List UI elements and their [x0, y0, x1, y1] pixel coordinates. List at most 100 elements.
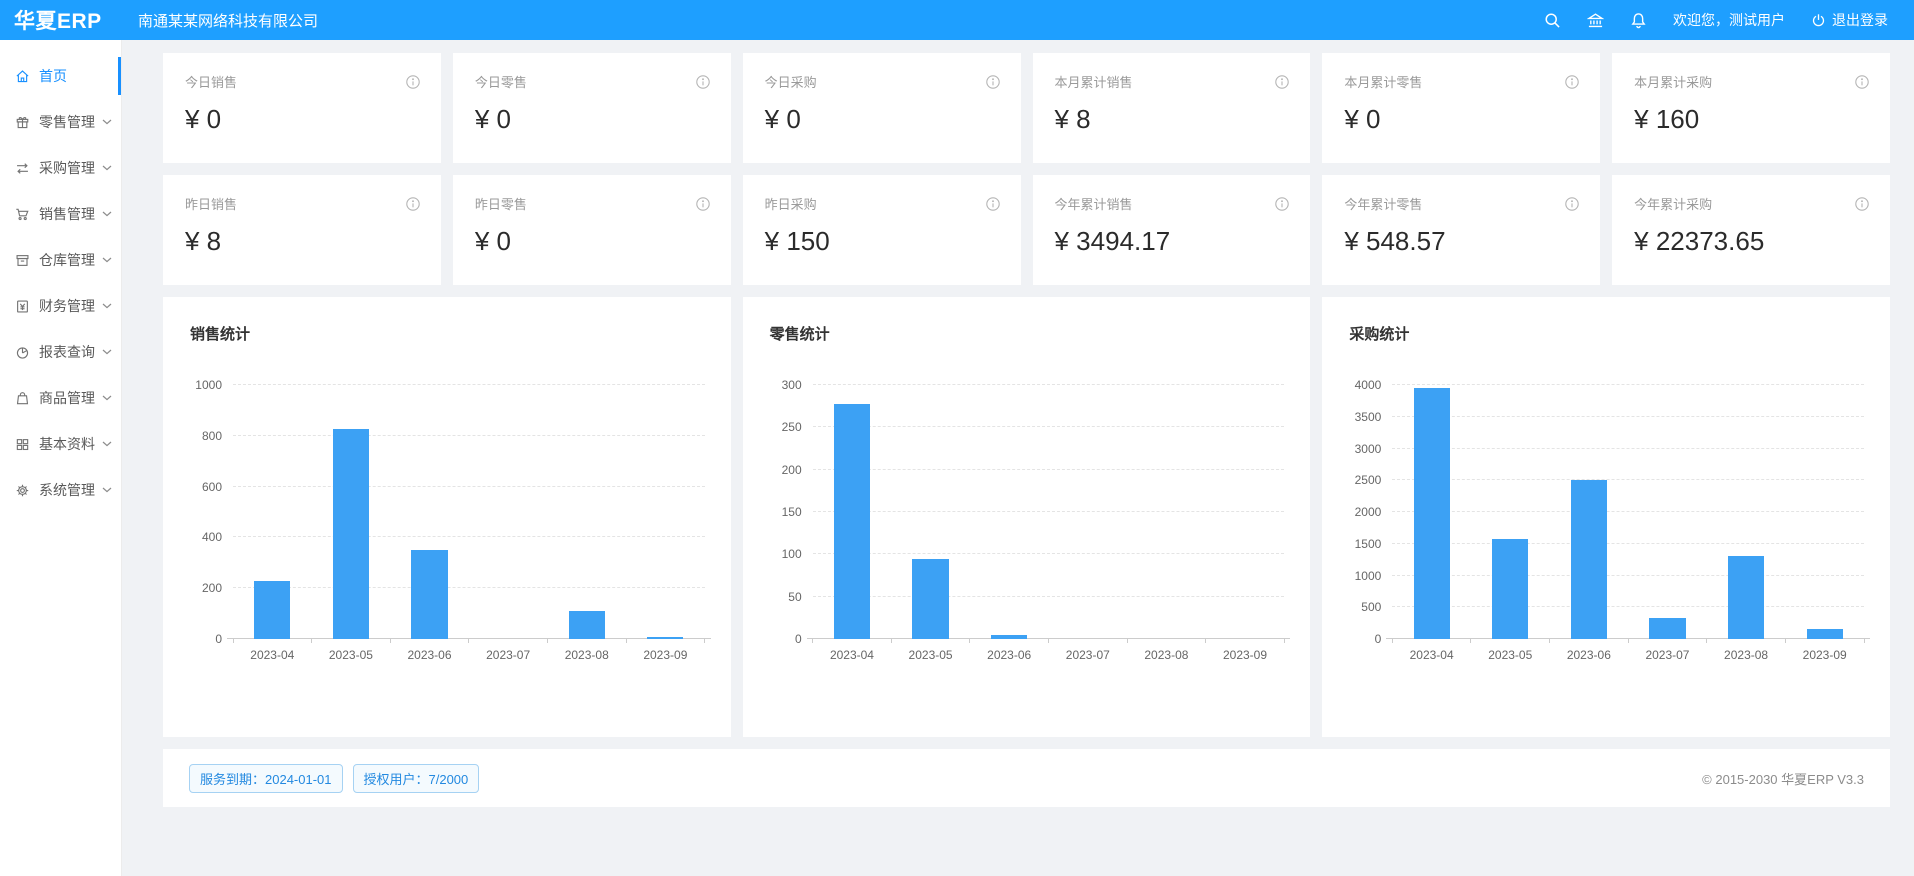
axis-tick-mark: [1706, 639, 1708, 643]
stat-card-label: 今日采购: [764, 75, 817, 90]
axis-tick-mark: [890, 639, 892, 643]
y-axis-tick-label: 4000: [1354, 378, 1382, 392]
chart-plot[interactable]: 0 200 400 600 800 1000 2023-04 2023-05 2023-06 20…: [195, 379, 711, 662]
bar-slot: 2023-08: [1127, 385, 1206, 662]
sidebar-item-report[interactable]: 报表查询: [0, 329, 121, 375]
bank-icon[interactable]: [1587, 12, 1604, 29]
stat-card-value: ¥ 22373.65: [1634, 226, 1765, 256]
stat-card-header: 今年累计零售: [1344, 194, 1580, 213]
stat-card-label: 昨日零售: [474, 197, 527, 212]
sidebar-item-purchase[interactable]: 采购管理: [0, 145, 121, 191]
bar-slot: 2023-05: [312, 385, 391, 662]
info-icon[interactable]: [1274, 74, 1290, 90]
axis-tick-mark: [1470, 639, 1472, 643]
bar-slot: 2023-04: [1392, 385, 1471, 662]
info-icon[interactable]: [1274, 196, 1290, 212]
stat-card-value: ¥ 0: [474, 104, 511, 134]
welcome-user[interactable]: 欢迎您，测试用户: [1673, 12, 1785, 28]
x-axis-tick-label: 2023-08: [564, 648, 609, 662]
search-icon[interactable]: [1544, 12, 1561, 29]
sidebar-item-retail[interactable]: 零售管理: [0, 99, 121, 145]
sidebar-item-label: 采购管理: [39, 160, 95, 176]
stat-card-header: 今日采购: [765, 72, 1001, 91]
info-icon[interactable]: [1854, 74, 1870, 90]
sales-chart-panel: 销售统计 0 200 400 600 800 1000 2023-04 2023-05 2023-…: [163, 297, 731, 737]
info-icon[interactable]: [405, 74, 421, 90]
stat-card-header: 今年累计销售: [1055, 194, 1291, 213]
gridline: [233, 434, 705, 436]
service-expiry-badge: 服务到期：2024-01-01: [189, 763, 343, 793]
info-icon[interactable]: [985, 74, 1001, 90]
sidebar-item-warehouse[interactable]: 仓库管理: [0, 237, 121, 283]
gridline: [1392, 606, 1864, 608]
sidebar-item-label: 仓库管理: [39, 252, 95, 268]
money-collect-icon: [15, 299, 30, 314]
info-icon[interactable]: [1564, 196, 1580, 212]
chevron-down-icon: [102, 303, 112, 309]
gridline: [233, 485, 705, 487]
bar: [647, 636, 684, 639]
chart-plot[interactable]: 0 50 100 150 200 250 300 2023-04 2023-05 2023-06 2…: [782, 379, 1291, 662]
logout-button[interactable]: 退出登录: [1811, 10, 1888, 30]
sidebar-item-home[interactable]: 首页: [0, 53, 121, 99]
x-axis-line: [227, 638, 711, 639]
bar: [1413, 388, 1450, 639]
x-axis-tick-label: 2023-07: [1065, 648, 1110, 662]
shopping-cart-icon: [15, 207, 30, 222]
gridline: [1392, 511, 1864, 512]
x-axis-tick-label: 2023-05: [328, 648, 373, 662]
axis-tick-mark: [625, 639, 627, 643]
stat-card-value: ¥ 0: [1344, 104, 1381, 134]
bar-slot: 2023-04: [813, 385, 892, 662]
gear-icon: [15, 483, 30, 498]
x-axis-tick-label: 2023-04: [1409, 648, 1454, 662]
x-axis-tick-label: 2023-09: [1802, 648, 1847, 662]
sidebar-item-system[interactable]: 系统管理: [0, 467, 121, 513]
gridline: [812, 595, 1285, 597]
stat-card-value: ¥ 8: [1054, 104, 1091, 134]
stat-card-label: 本月累计零售: [1344, 75, 1423, 90]
bar-slot: 2023-09: [1206, 385, 1285, 662]
bar-slot: 2023-08: [1707, 385, 1786, 662]
axis-tick-mark: [1549, 639, 1551, 643]
info-icon[interactable]: [405, 196, 421, 212]
info-icon[interactable]: [695, 74, 711, 90]
bar-slot: 2023-06: [390, 385, 469, 662]
y-axis-tick-label: 0: [794, 632, 802, 646]
stat-card: 今年累计采购 ¥ 22373.65: [1612, 175, 1890, 285]
axis-tick-mark: [232, 639, 234, 643]
info-icon[interactable]: [1854, 196, 1870, 212]
bar-slot: 2023-08: [547, 385, 626, 662]
info-icon[interactable]: [985, 196, 1001, 212]
sidebar-item-label: 报表查询: [39, 344, 95, 360]
sidebar-item-label: 系统管理: [39, 482, 95, 498]
sidebar-item-sales[interactable]: 销售管理: [0, 191, 121, 237]
bar-slot: 2023-05: [1471, 385, 1550, 662]
chevron-down-icon: [102, 395, 112, 401]
bell-icon[interactable]: [1630, 12, 1647, 29]
swap-arrows-icon: [15, 161, 30, 176]
bar: [411, 550, 448, 639]
stat-card-label: 昨日采购: [764, 197, 817, 212]
stat-card: 本月累计销售 ¥ 8: [1032, 53, 1311, 163]
y-axis-tick-label: 50: [788, 589, 802, 604]
axis-tick-mark: [1391, 639, 1393, 643]
axis-tick-mark: [1205, 639, 1207, 643]
stat-card-label: 今日销售: [185, 75, 238, 90]
shopping-bag-icon: [15, 391, 30, 406]
info-icon[interactable]: [695, 196, 711, 212]
chart-plot[interactable]: 0 500 1000 1500 2000 2500 3000 3500 4000 2023-04 2…: [1355, 379, 1870, 662]
x-axis-tick-label: 2023-07: [1645, 648, 1690, 662]
bar: [1649, 618, 1686, 639]
x-axis-tick-label: 2023-06: [407, 648, 452, 662]
charts-row: 销售统计 0 200 400 600 800 1000 2023-04 2023-05 2023-…: [163, 297, 1890, 737]
sidebar-item-goods[interactable]: 商品管理: [0, 375, 121, 421]
sidebar-item-basic-data[interactable]: 基本资料: [0, 421, 121, 467]
stat-card-header: 本月累计采购: [1634, 72, 1870, 91]
chevron-down-icon: [102, 349, 112, 355]
stat-card-label: 本月累计销售: [1054, 75, 1133, 90]
stat-card: 今日零售 ¥ 0: [452, 53, 731, 163]
x-axis-line: [806, 638, 1291, 639]
info-icon[interactable]: [1564, 74, 1580, 90]
sidebar-item-finance[interactable]: 财务管理: [0, 283, 121, 329]
